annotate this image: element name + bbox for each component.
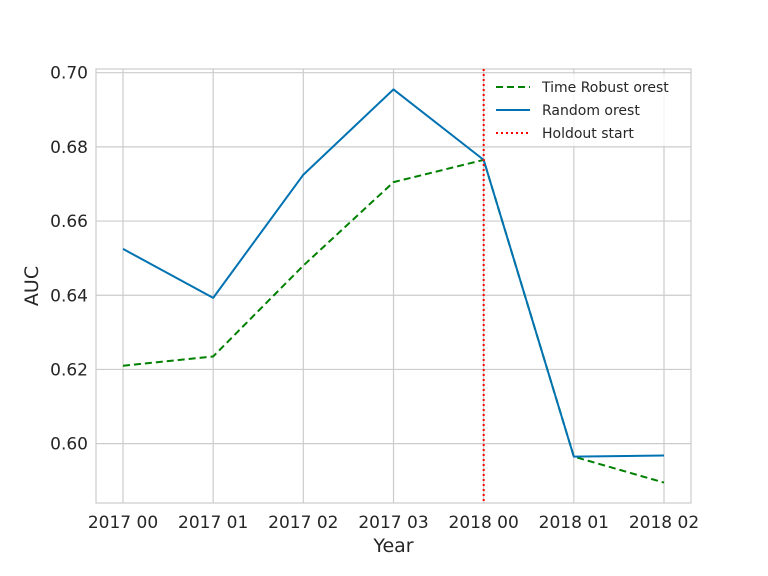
legend-label-random: Random orest bbox=[542, 103, 640, 119]
tick-labels: 2017 00 2017 01 2017 02 2017 03 2018 00 2018 … bbox=[50, 64, 699, 533]
y-tick-label: 0.68 bbox=[50, 138, 88, 158]
legend: Time Robust orest Random orest Holdout s… bbox=[486, 74, 686, 146]
y-tick-label: 0.66 bbox=[50, 212, 88, 232]
x-tick-label: 2018 01 bbox=[539, 513, 609, 533]
x-tick-label: 2018 02 bbox=[629, 513, 699, 533]
series-layer bbox=[122, 69, 665, 503]
legend-label-time-robust: Time Robust orest bbox=[541, 80, 669, 96]
y-tick-label: 0.60 bbox=[50, 435, 88, 455]
x-tick-label: 2017 02 bbox=[268, 513, 338, 533]
y-tick-label: 0.70 bbox=[50, 64, 88, 84]
plot-frame bbox=[95, 68, 692, 504]
y-tick-label: 0.64 bbox=[50, 286, 88, 306]
x-tick-label: 2018 00 bbox=[449, 513, 519, 533]
x-tick-label: 2017 01 bbox=[178, 513, 248, 533]
x-tick-label: 2017 03 bbox=[358, 513, 428, 533]
x-tick-label: 2017 00 bbox=[88, 513, 158, 533]
x-axis-title: Year bbox=[372, 535, 413, 557]
y-tick-label: 0.62 bbox=[50, 360, 88, 380]
legend-label-holdout: Holdout start bbox=[542, 126, 634, 142]
y-axis-title: AUC bbox=[21, 266, 43, 306]
